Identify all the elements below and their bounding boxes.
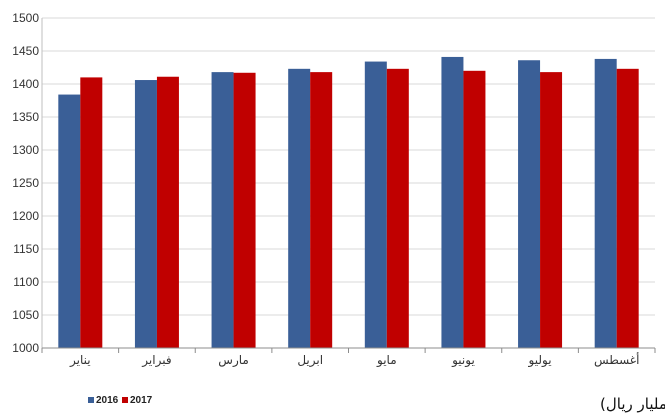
- y-tick-label: 1300: [12, 143, 39, 157]
- x-tick-label: أغسطس: [594, 352, 639, 368]
- y-tick-label: 1500: [12, 11, 39, 25]
- legend-label-2017: 2017: [130, 395, 153, 406]
- y-tick-label: 1450: [12, 44, 39, 58]
- grid-layer: [42, 17, 655, 349]
- bar-2017: [310, 72, 333, 349]
- bar-2017: [386, 68, 409, 348]
- bar-2016: [364, 61, 387, 349]
- bar-2016: [134, 80, 157, 348]
- chart-title: قروض البنوك للقطاع الخاص بالسعودية منذ ب…: [600, 395, 665, 413]
- x-tick-label: فبراير: [141, 353, 171, 368]
- bar-2017: [80, 77, 103, 349]
- y-tick-label: 1200: [12, 209, 39, 223]
- axis-layer: 1000 1050 1100 1150 1200 1250 1300 1350 1400 1450…: [12, 11, 656, 368]
- bar-2016: [211, 72, 234, 349]
- bar-2016: [441, 56, 464, 348]
- x-tick-label: يونيو: [451, 353, 475, 368]
- bar-2016: [518, 60, 541, 349]
- bar-2017: [616, 68, 639, 348]
- x-tick-label: يوليو: [528, 353, 552, 368]
- bar-2017: [540, 72, 563, 349]
- y-tick-label: 1100: [13, 275, 39, 289]
- x-tick-label: يناير: [69, 353, 91, 368]
- bar-2016: [594, 58, 617, 349]
- x-tick-label: ابريل: [297, 353, 323, 368]
- legend-swatch-2016: [88, 397, 94, 403]
- y-tick-label: 1150: [13, 242, 39, 256]
- bar-2017: [463, 70, 486, 349]
- x-tick-label: مايو: [376, 353, 397, 368]
- bar-2017: [156, 76, 179, 349]
- bar-2016: [58, 94, 81, 348]
- y-tick-label: 1250: [12, 176, 39, 190]
- y-tick-label: 1400: [12, 77, 39, 91]
- legend-label-2016: 2016: [96, 395, 119, 406]
- bar-2016: [288, 68, 311, 348]
- legend: 2016 2017: [88, 395, 153, 406]
- x-tick-label: مارس: [218, 353, 249, 368]
- bar-2017: [233, 72, 256, 348]
- y-tick-label: 1000: [12, 341, 39, 355]
- y-tick-label: 1050: [12, 308, 39, 322]
- bars-layer: [58, 56, 639, 349]
- y-tick-label: 1350: [12, 110, 39, 124]
- legend-swatch-2017: [122, 397, 128, 403]
